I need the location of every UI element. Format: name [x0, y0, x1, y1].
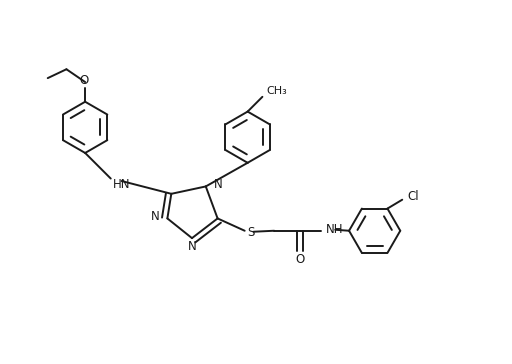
Text: O: O: [79, 74, 89, 87]
Text: N: N: [151, 210, 160, 223]
Text: S: S: [248, 226, 255, 239]
Text: Cl: Cl: [407, 190, 419, 203]
Text: CH₃: CH₃: [266, 86, 287, 96]
Text: O: O: [295, 253, 305, 266]
Text: HN: HN: [113, 178, 131, 191]
Text: NH: NH: [326, 223, 343, 236]
Text: N: N: [187, 241, 197, 253]
Text: N: N: [214, 178, 222, 191]
